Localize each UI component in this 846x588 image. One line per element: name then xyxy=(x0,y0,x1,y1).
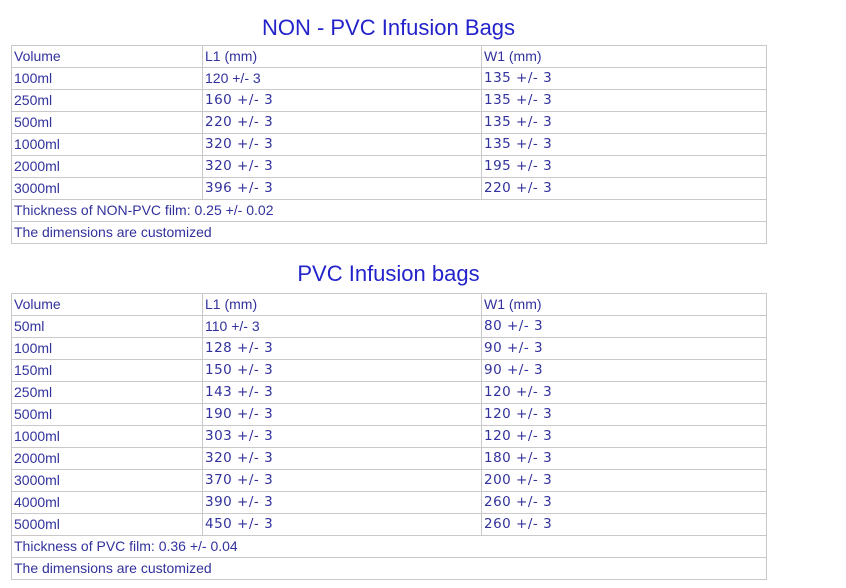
l1-cell: 128 +/- 3 xyxy=(202,337,482,360)
w1-cell: 180 +/- 3 xyxy=(481,447,767,470)
table-row: 3000ml 396 +/- 3 220 +/- 3 xyxy=(11,177,767,200)
volume-cell: 3000ml xyxy=(11,177,203,200)
column-header-w1: W1 (mm) xyxy=(481,293,767,316)
header-row: Volume L1 (mm) W1 (mm) xyxy=(11,45,767,68)
volume-cell: 250ml xyxy=(11,381,203,404)
column-header-volume: Volume xyxy=(11,293,203,316)
footer-cell: The dimensions are customized xyxy=(11,221,767,244)
l1-cell: 143 +/- 3 xyxy=(202,381,482,404)
non-pvc-table: Volume L1 (mm) W1 (mm) 100ml 120 +/- 3 135… xyxy=(11,45,767,244)
table-row: 250ml 143 +/- 3 120 +/- 3 xyxy=(11,381,767,404)
l1-cell: 370 +/- 3 xyxy=(202,469,482,492)
volume-cell: 250ml xyxy=(11,89,203,112)
w1-cell: 80 +/- 3 xyxy=(481,315,767,338)
table-row: 500ml 190 +/- 3 120 +/- 3 xyxy=(11,403,767,426)
l1-cell: 160 +/- 3 xyxy=(202,89,482,112)
w1-cell: 135 +/- 3 xyxy=(481,133,767,156)
volume-cell: 2000ml xyxy=(11,447,203,470)
volume-cell: 50ml xyxy=(11,315,203,338)
w1-cell: 120 +/- 3 xyxy=(481,403,767,426)
w1-cell: 90 +/- 3 xyxy=(481,359,767,382)
w1-cell: 120 +/- 3 xyxy=(481,425,767,448)
volume-cell: 500ml xyxy=(11,111,203,134)
pvc-title: PVC Infusion bags xyxy=(297,261,480,286)
table-row: 2000ml 320 +/- 3 180 +/- 3 xyxy=(11,447,767,470)
w1-cell: 260 +/- 3 xyxy=(481,491,767,514)
volume-cell: 3000ml xyxy=(11,469,203,492)
volume-cell: 100ml xyxy=(11,337,203,360)
table-row: 100ml 120 +/- 3 135 +/- 3 xyxy=(11,67,767,90)
l1-cell: 220 +/- 3 xyxy=(202,111,482,134)
l1-cell: 390 +/- 3 xyxy=(202,491,482,514)
volume-cell: 5000ml xyxy=(11,513,203,536)
w1-cell: 220 +/- 3 xyxy=(481,177,767,200)
footer-cell: Thickness of NON-PVC film: 0.25 +/- 0.02 xyxy=(11,199,767,222)
volume-cell: 150ml xyxy=(11,359,203,382)
l1-cell: 320 +/- 3 xyxy=(202,447,482,470)
table-row: 5000ml 450 +/- 3 260 +/- 3 xyxy=(11,513,767,536)
l1-cell: 396 +/- 3 xyxy=(202,177,482,200)
l1-cell: 303 +/- 3 xyxy=(202,425,482,448)
l1-cell: 320 +/- 3 xyxy=(202,155,482,178)
pvc-table: Volume L1 (mm) W1 (mm) 50ml 110 +/- 3 80 +… xyxy=(11,293,767,580)
w1-cell: 120 +/- 3 xyxy=(481,381,767,404)
footer-row: The dimensions are customized xyxy=(11,557,767,580)
w1-cell: 200 +/- 3 xyxy=(481,469,767,492)
l1-cell: 120 +/- 3 xyxy=(202,67,482,90)
table-row: 2000ml 320 +/- 3 195 +/- 3 xyxy=(11,155,767,178)
w1-cell: 90 +/- 3 xyxy=(481,337,767,360)
footer-row: Thickness of PVC film: 0.36 +/- 0.04 xyxy=(11,535,767,558)
volume-cell: 2000ml xyxy=(11,155,203,178)
l1-cell: 320 +/- 3 xyxy=(202,133,482,156)
l1-cell: 450 +/- 3 xyxy=(202,513,482,536)
table-row: 50ml 110 +/- 3 80 +/- 3 xyxy=(11,315,767,338)
w1-cell: 135 +/- 3 xyxy=(481,111,767,134)
footer-cell: The dimensions are customized xyxy=(11,557,767,580)
footer-row: Thickness of NON-PVC film: 0.25 +/- 0.02 xyxy=(11,199,767,222)
column-header-l1: L1 (mm) xyxy=(202,293,482,316)
table-row: 1000ml 303 +/- 3 120 +/- 3 xyxy=(11,425,767,448)
l1-cell: 150 +/- 3 xyxy=(202,359,482,382)
column-header-volume: Volume xyxy=(11,45,203,68)
table-row: 150ml 150 +/- 3 90 +/- 3 xyxy=(11,359,767,382)
volume-cell: 4000ml xyxy=(11,491,203,514)
table-row: 3000ml 370 +/- 3 200 +/- 3 xyxy=(11,469,767,492)
table-row: 500ml 220 +/- 3 135 +/- 3 xyxy=(11,111,767,134)
column-header-w1: W1 (mm) xyxy=(481,45,767,68)
non-pvc-title: NON - PVC Infusion Bags xyxy=(261,15,516,40)
volume-cell: 100ml xyxy=(11,67,203,90)
pvc-section: PVC Infusion bags Volume L1 (mm) W1 (mm)… xyxy=(0,260,846,580)
table-row: 1000ml 320 +/- 3 135 +/- 3 xyxy=(11,133,767,156)
l1-cell: 110 +/- 3 xyxy=(202,315,482,338)
w1-cell: 260 +/- 3 xyxy=(481,513,767,536)
non-pvc-section: NON - PVC Infusion Bags Volume L1 (mm) W… xyxy=(0,14,846,244)
table-row: 100ml 128 +/- 3 90 +/- 3 xyxy=(11,337,767,360)
column-header-l1: L1 (mm) xyxy=(202,45,482,68)
w1-cell: 195 +/- 3 xyxy=(481,155,767,178)
footer-cell: Thickness of PVC film: 0.36 +/- 0.04 xyxy=(11,535,767,558)
volume-cell: 500ml xyxy=(11,403,203,426)
table-row: 250ml 160 +/- 3 135 +/- 3 xyxy=(11,89,767,112)
l1-cell: 190 +/- 3 xyxy=(202,403,482,426)
footer-row: The dimensions are customized xyxy=(11,221,767,244)
volume-cell: 1000ml xyxy=(11,133,203,156)
table-row: 4000ml 390 +/- 3 260 +/- 3 xyxy=(11,491,767,514)
header-row: Volume L1 (mm) W1 (mm) xyxy=(11,293,767,316)
volume-cell: 1000ml xyxy=(11,425,203,448)
w1-cell: 135 +/- 3 xyxy=(481,89,767,112)
w1-cell: 135 +/- 3 xyxy=(481,67,767,90)
